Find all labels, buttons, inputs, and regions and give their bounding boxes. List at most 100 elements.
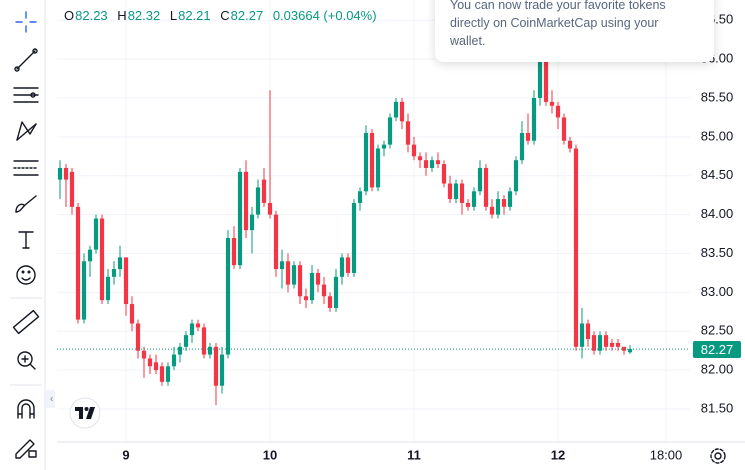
settings-icon[interactable] <box>710 448 726 464</box>
candle-body <box>249 214 255 231</box>
candle-body <box>225 237 231 355</box>
candle-body <box>303 296 309 301</box>
notification-popup[interactable]: You can now trade your favorite tokens d… <box>435 0 714 62</box>
pattern-tool[interactable] <box>16 121 37 141</box>
ohlc-label: H <box>117 8 127 23</box>
y-tick-label: 81.50 <box>701 400 734 415</box>
last-price-label: 82.27 <box>693 340 741 358</box>
ohlc-label: O <box>64 8 75 23</box>
candle-body <box>237 171 243 266</box>
candle-body <box>441 164 447 184</box>
collapse-arrow[interactable]: ‹ <box>50 394 53 405</box>
candle-body <box>393 101 399 118</box>
candle-body <box>93 218 99 250</box>
candle-body <box>183 335 189 347</box>
candle-body <box>417 156 423 161</box>
y-tick-label: 84.00 <box>701 206 734 221</box>
candle-body <box>579 323 585 347</box>
zoom-tool[interactable] <box>17 351 36 370</box>
emoji-tool[interactable] <box>16 265 36 285</box>
candle-body <box>219 354 225 386</box>
candle-body <box>267 202 273 215</box>
candle-body <box>141 350 147 359</box>
candle-body <box>345 257 351 273</box>
candle-body <box>129 304 135 324</box>
brush-tool[interactable] <box>15 195 37 213</box>
candle-body <box>537 59 543 98</box>
candle-body <box>201 327 207 355</box>
candle-body <box>375 148 381 188</box>
candle-body <box>531 97 537 141</box>
tradingview-logo[interactable] <box>69 397 101 429</box>
candle-body <box>363 132 369 192</box>
candle-body <box>429 160 435 168</box>
candle-body <box>381 144 387 149</box>
crosshair-tool[interactable] <box>15 11 37 33</box>
candle-body <box>549 101 555 106</box>
plot-area: 81.50 82.00 82.50 83.00 83.50 84.00 84.50 85.00… <box>57 0 745 462</box>
candle-body <box>195 323 201 328</box>
ohlc-value: 82.32 <box>127 8 161 23</box>
candle-body <box>117 257 123 270</box>
candle-body <box>513 160 519 192</box>
lock-drawing-tool[interactable] <box>15 439 37 459</box>
ohlc-value: 82.21 <box>178 8 211 23</box>
candle-body <box>111 269 117 277</box>
candle-body <box>57 167 63 180</box>
popup-line: You can now trade your favorite tokens <box>450 0 666 12</box>
magnet-tool[interactable] <box>17 399 35 419</box>
candle-body <box>261 179 267 203</box>
collapse-tab[interactable] <box>46 390 55 408</box>
trend-line-tool[interactable] <box>14 48 38 72</box>
candle-body <box>327 296 333 308</box>
candle-body <box>603 335 609 347</box>
candle-body <box>87 249 93 262</box>
x-tick-label: 9 <box>122 447 129 462</box>
candle-body <box>285 261 291 285</box>
candle-body <box>615 342 621 347</box>
candle-body <box>63 167 69 180</box>
candle-body <box>339 257 345 277</box>
candle-body <box>177 346 183 355</box>
x-tick-label: 12 <box>551 447 565 462</box>
text-tool[interactable] <box>18 231 34 249</box>
candle-body <box>519 132 525 161</box>
candle-body <box>507 191 513 207</box>
candle-body <box>147 358 153 367</box>
candle-body <box>81 261 87 320</box>
candle-body <box>609 342 615 347</box>
y-tick-label: 85.50 <box>701 89 734 104</box>
candle-body <box>123 257 129 305</box>
candle-body <box>279 261 285 270</box>
candle-body <box>231 237 237 266</box>
candle-body <box>597 335 603 351</box>
y-tick-label: 83.50 <box>701 245 734 260</box>
toolbar: ‹ <box>10 0 55 470</box>
candle-body <box>627 349 633 353</box>
candle-body <box>465 202 471 207</box>
candle-body <box>135 323 141 351</box>
ohlc-value: 82.27 <box>230 8 264 23</box>
candle-body <box>255 187 261 215</box>
candle-body <box>321 284 327 297</box>
ruler-tool[interactable] <box>12 309 40 335</box>
fib-tool[interactable] <box>13 160 39 176</box>
popup-line: wallet. <box>450 34 486 48</box>
candle-body <box>273 214 279 270</box>
candle-body <box>243 171 249 231</box>
candle-body <box>333 276 339 308</box>
candle-body <box>453 183 459 200</box>
y-tick-label: 85.00 <box>701 128 734 143</box>
candle-body <box>411 144 417 157</box>
candle-body <box>297 265 303 297</box>
lines-tool[interactable] <box>13 87 39 103</box>
candle-body <box>495 199 501 215</box>
candle-body <box>387 117 393 145</box>
candle-body <box>165 366 171 382</box>
candle-body <box>291 265 297 285</box>
candle-body <box>477 167 483 192</box>
candle-body <box>555 105 561 118</box>
candle-body <box>207 346 213 355</box>
